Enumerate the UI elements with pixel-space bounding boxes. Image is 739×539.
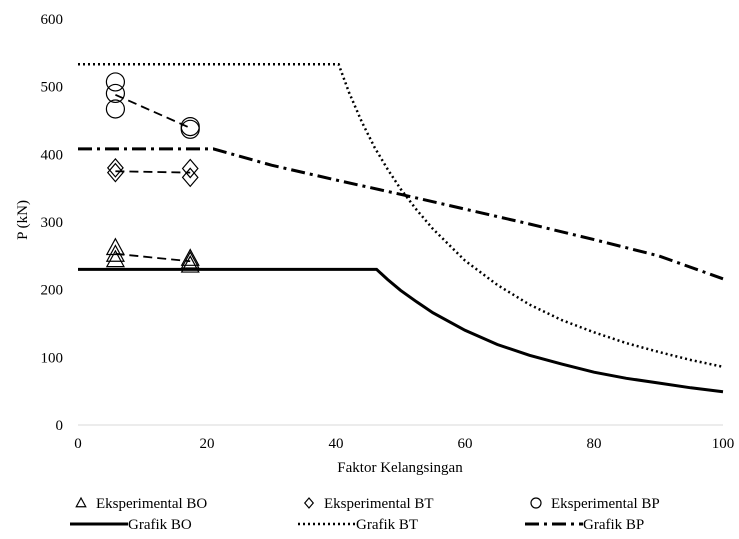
legend-item: Grafik BP xyxy=(525,517,644,533)
legend-symbol xyxy=(530,497,542,509)
x-tick-label: 60 xyxy=(458,436,473,452)
y-tick-label: 500 xyxy=(41,80,64,96)
data-point xyxy=(181,158,199,179)
legend-label: Grafik BO xyxy=(128,517,192,533)
legend-label: Grafik BT xyxy=(356,517,418,533)
data-point xyxy=(106,162,124,183)
legend-item: Grafik BO xyxy=(70,517,192,533)
data-point xyxy=(105,72,126,92)
y-axis-title: P (kN) xyxy=(15,200,31,240)
x-tick-label: 0 xyxy=(74,436,82,452)
legend-symbol xyxy=(75,496,87,508)
y-tick-label: 300 xyxy=(41,215,64,231)
data-point xyxy=(180,250,200,269)
x-tick-label: 40 xyxy=(329,436,344,452)
trend-line-1 xyxy=(115,252,191,263)
trend-line-3 xyxy=(115,93,191,129)
legend-item: Grafik BT xyxy=(298,517,418,533)
legend-symbol xyxy=(303,497,315,509)
data-point xyxy=(181,167,199,188)
legend-item: Eksperimental BP xyxy=(530,496,660,512)
x-tick-label: 80 xyxy=(587,436,602,452)
series-line-1 xyxy=(78,267,724,394)
data-point xyxy=(105,83,126,104)
legend-label: Grafik BP xyxy=(583,517,644,533)
x-tick-label: 100 xyxy=(712,436,735,452)
data-point xyxy=(105,237,125,256)
legend-label: Eksperimental BT xyxy=(324,496,434,512)
data-point xyxy=(105,249,125,268)
y-tick-label: 0 xyxy=(56,418,64,434)
data-point xyxy=(180,116,200,137)
y-tick-label: 400 xyxy=(41,147,64,163)
data-point xyxy=(180,248,200,266)
series-line-3 xyxy=(78,147,724,281)
y-tick-label: 600 xyxy=(41,12,64,28)
legend-item: Eksperimental BO xyxy=(75,496,207,512)
x-axis-title: Faktor Kelangsingan xyxy=(337,460,463,476)
data-point xyxy=(105,99,126,119)
tick-labels: 0 20 40 60 80 100 0 100 200 300 400 500 600 xyxy=(41,12,735,452)
data-point xyxy=(106,157,124,178)
series-line-2 xyxy=(78,63,724,369)
data-point xyxy=(180,255,200,273)
y-tick-label: 200 xyxy=(41,283,64,299)
legend-label: Eksperimental BP xyxy=(551,496,660,512)
legend-label: Eksperimental BO xyxy=(96,496,207,512)
x-tick-label: 20 xyxy=(200,436,215,452)
trend-line-2 xyxy=(115,170,191,174)
y-tick-label: 100 xyxy=(41,350,64,366)
legend: Eksperimental BO Eksperimental BT Eksperim… xyxy=(70,496,660,533)
data-point xyxy=(105,244,125,262)
plot-area xyxy=(78,63,724,394)
legend-item: Eksperimental BT xyxy=(303,496,434,512)
